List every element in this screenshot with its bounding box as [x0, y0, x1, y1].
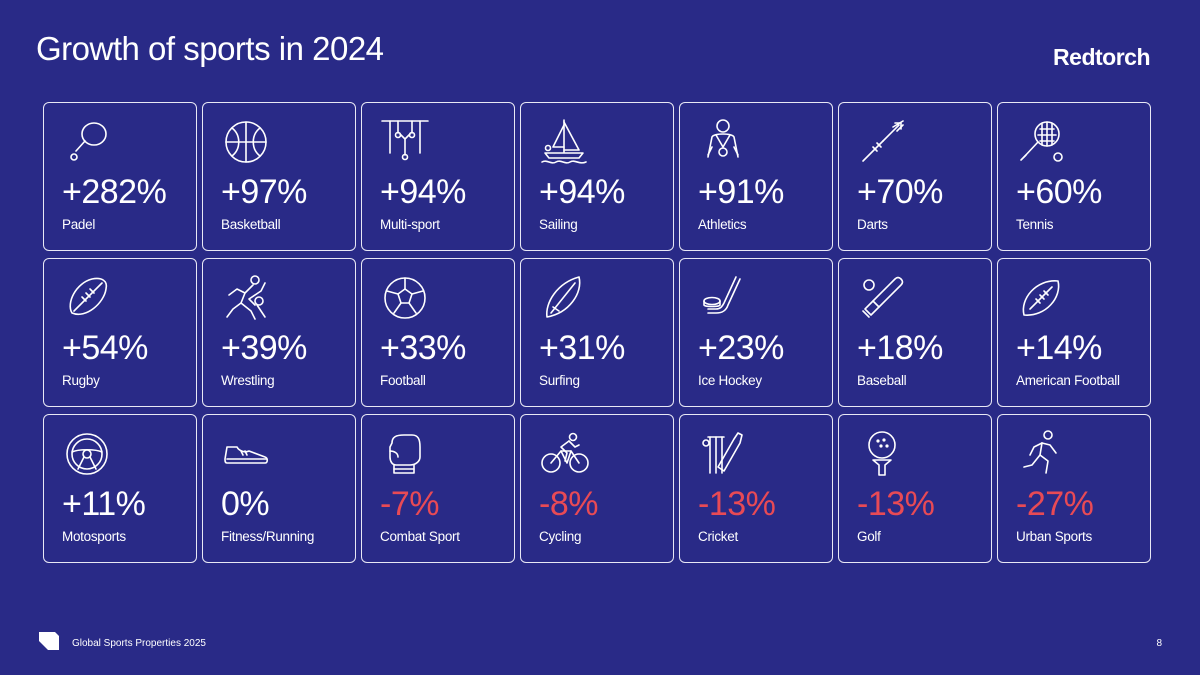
- sport-label: Basketball: [221, 217, 281, 232]
- growth-value: -8%: [539, 485, 598, 523]
- sport-label: Urban Sports: [1016, 529, 1092, 544]
- cricket-icon: [698, 429, 748, 479]
- sport-label: Cycling: [539, 529, 582, 544]
- boxing-glove-icon: [380, 429, 430, 479]
- golf-ball-tee-icon: [857, 429, 907, 479]
- runner-icon: [1016, 429, 1066, 479]
- sport-card: +94% Multi-sport: [361, 102, 515, 251]
- footer-logo-icon: [39, 632, 59, 650]
- soccer-ball-icon: [380, 273, 430, 323]
- growth-value: +39%: [221, 329, 307, 367]
- growth-value: -13%: [698, 485, 776, 523]
- sport-label: Golf: [857, 529, 881, 544]
- sport-label: Ice Hockey: [698, 373, 762, 388]
- sport-card: -8% Cycling: [520, 414, 674, 563]
- sport-label: Padel: [62, 217, 96, 232]
- sport-card: +14% American Football: [997, 258, 1151, 407]
- hockey-stick-icon: [698, 273, 748, 323]
- steering-wheel-icon: [62, 429, 112, 479]
- sport-label: Rugby: [62, 373, 100, 388]
- growth-value: +31%: [539, 329, 625, 367]
- sport-card: +33% Football: [361, 258, 515, 407]
- growth-value: +14%: [1016, 329, 1102, 367]
- sneaker-icon: [221, 429, 271, 479]
- sport-card: +91% Athletics: [679, 102, 833, 251]
- rugby-ball-icon: [62, 273, 112, 323]
- sport-card: +97% Basketball: [202, 102, 356, 251]
- growth-value: +11%: [62, 485, 146, 523]
- sport-card: +39% Wrestling: [202, 258, 356, 407]
- sport-card: +54% Rugby: [43, 258, 197, 407]
- growth-value: +70%: [857, 173, 943, 211]
- gymnastics-rings-icon: [380, 117, 430, 167]
- sport-label: Wrestling: [221, 373, 275, 388]
- dart-icon: [857, 117, 907, 167]
- sport-card: 0% Fitness/Running: [202, 414, 356, 563]
- growth-value: -7%: [380, 485, 439, 523]
- athlete-medal-icon: [698, 117, 748, 167]
- cyclist-icon: [539, 429, 589, 479]
- sport-card: +11% Motosports: [43, 414, 197, 563]
- basketball-icon: [221, 117, 271, 167]
- sport-card: +18% Baseball: [838, 258, 992, 407]
- padel-icon: [62, 117, 112, 167]
- sports-grid: +282% Padel +97% Basketball +94% Multi-sport +…: [43, 102, 1151, 563]
- footer-text: Global Sports Properties 2025: [72, 638, 206, 649]
- sport-card: -13% Cricket: [679, 414, 833, 563]
- sport-card: +94% Sailing: [520, 102, 674, 251]
- wrestlers-icon: [221, 273, 271, 323]
- sport-card: +60% Tennis: [997, 102, 1151, 251]
- sport-label: Football: [380, 373, 426, 388]
- growth-value: +94%: [539, 173, 625, 211]
- sport-label: American Football: [1016, 373, 1120, 388]
- sport-label: Motosports: [62, 529, 126, 544]
- sport-card: -7% Combat Sport: [361, 414, 515, 563]
- sport-card: +31% Surfing: [520, 258, 674, 407]
- growth-value: +60%: [1016, 173, 1102, 211]
- growth-value: +33%: [380, 329, 466, 367]
- sport-card: +70% Darts: [838, 102, 992, 251]
- growth-value: 0%: [221, 485, 270, 523]
- growth-value: +23%: [698, 329, 784, 367]
- sport-card: +23% Ice Hockey: [679, 258, 833, 407]
- growth-value: +91%: [698, 173, 784, 211]
- sport-card: -27% Urban Sports: [997, 414, 1151, 563]
- sport-label: Baseball: [857, 373, 907, 388]
- tennis-racket-icon: [1016, 117, 1066, 167]
- sport-card: -13% Golf: [838, 414, 992, 563]
- sport-label: Athletics: [698, 217, 747, 232]
- growth-value: -27%: [1016, 485, 1094, 523]
- growth-value: +282%: [62, 173, 167, 211]
- sport-label: Sailing: [539, 217, 578, 232]
- brand-logo: Redtorch: [1053, 44, 1150, 70]
- american-football-icon: [1016, 273, 1066, 323]
- growth-value: +18%: [857, 329, 943, 367]
- growth-value: +94%: [380, 173, 466, 211]
- sport-card: +282% Padel: [43, 102, 197, 251]
- sport-label: Surfing: [539, 373, 580, 388]
- sport-label: Combat Sport: [380, 529, 460, 544]
- growth-value: -13%: [857, 485, 935, 523]
- page-title: Growth of sports in 2024: [36, 30, 384, 67]
- sport-label: Cricket: [698, 529, 738, 544]
- baseball-bat-icon: [857, 273, 907, 323]
- sport-label: Multi-sport: [380, 217, 440, 232]
- surfboard-icon: [539, 273, 589, 323]
- page-number: 8: [1156, 638, 1162, 649]
- sport-label: Darts: [857, 217, 888, 232]
- sailboat-icon: [539, 117, 589, 167]
- sport-label: Tennis: [1016, 217, 1054, 232]
- growth-value: +54%: [62, 329, 148, 367]
- growth-value: +97%: [221, 173, 307, 211]
- sport-label: Fitness/Running: [221, 529, 315, 544]
